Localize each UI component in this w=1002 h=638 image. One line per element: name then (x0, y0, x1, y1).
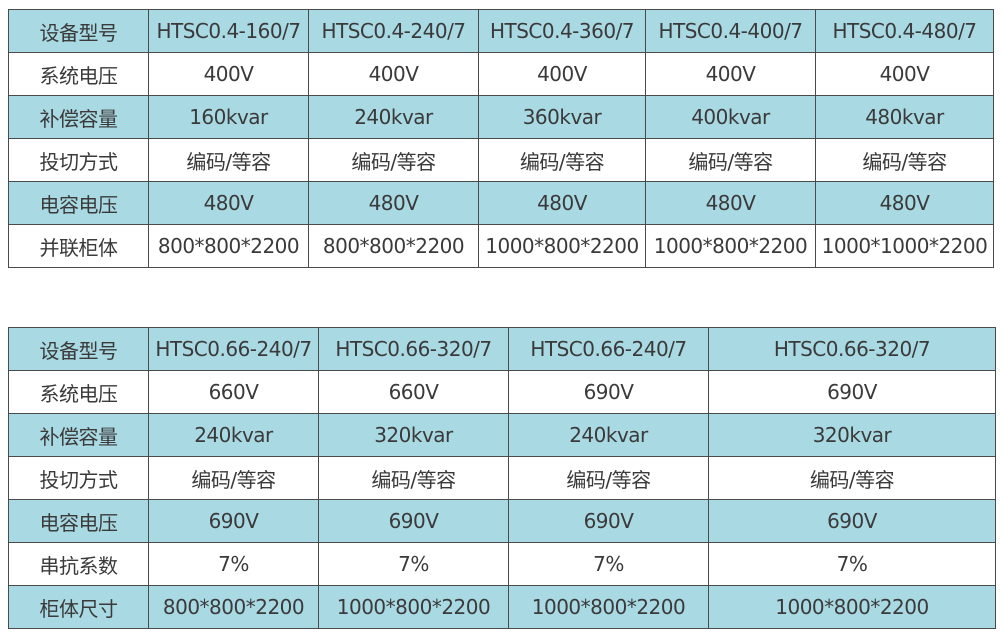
table-cell: HTSC0.4-240/7 (308, 9, 479, 53)
table-row: 补偿容量 240kvar 320kvar 240kvar 320kvar (8, 413, 996, 457)
table-cell: 编码/等容 (815, 138, 994, 182)
table-cell: 660V (318, 370, 509, 414)
table-cell: 7% (708, 542, 996, 586)
table-cell: 480V (815, 181, 994, 225)
table-cell: HTSC0.66-320/7 (708, 327, 996, 371)
table-cell: 编码/等容 (308, 138, 479, 182)
table-cell: 480V (308, 181, 479, 225)
table-cell: 480V (148, 181, 309, 225)
table-cell: 7% (508, 542, 709, 586)
table-cell: 编码/等容 (478, 138, 646, 182)
row-label: 投切方式 (8, 138, 149, 182)
table-cell: 240kvar (148, 413, 319, 457)
table-cell: 360kvar (478, 95, 646, 139)
table-cell: HTSC0.4-160/7 (148, 9, 309, 53)
table-cell: 编码/等容 (708, 456, 996, 500)
table-cell: HTSC0.4-400/7 (645, 9, 816, 53)
table-row: 系统电压 400V 400V 400V 400V 400V (8, 52, 994, 96)
table-cell: 1000*1000*2200 (815, 224, 994, 268)
table-row: 设备型号 HTSC0.4-160/7 HTSC0.4-240/7 HTSC0.4-36… (8, 9, 994, 53)
table-cell: 400V (478, 52, 646, 96)
table-cell: 800*800*2200 (308, 224, 479, 268)
table-cell: 240kvar (308, 95, 479, 139)
table-cell: HTSC0.4-480/7 (815, 9, 994, 53)
table-row: 柜体尺寸 800*800*2200 1000*800*2200 1000*800*22… (8, 585, 996, 629)
spec-table-400v: 设备型号 HTSC0.4-160/7 HTSC0.4-240/7 HTSC0.4-36… (8, 9, 994, 268)
row-label: 投切方式 (8, 456, 149, 500)
table-cell: 编码/等容 (148, 138, 309, 182)
table-cell: 320kvar (318, 413, 509, 457)
row-label: 串抗系数 (8, 542, 149, 586)
row-label: 系统电压 (8, 52, 149, 96)
table-row: 电容电压 480V 480V 480V 480V 480V (8, 181, 994, 225)
table-row: 投切方式 编码/等容 编码/等容 编码/等容 编码/等容 编码/等容 (8, 138, 994, 182)
table-cell: 690V (318, 499, 509, 543)
table-cell: 400V (148, 52, 309, 96)
row-label: 补偿容量 (8, 413, 149, 457)
table-cell: 690V (708, 499, 996, 543)
row-label: 并联柜体 (8, 224, 149, 268)
table-cell: HTSC0.4-360/7 (478, 9, 646, 53)
table-row: 串抗系数 7% 7% 7% 7% (8, 542, 996, 586)
table-cell: 800*800*2200 (148, 585, 319, 629)
table-cell: 1000*800*2200 (508, 585, 709, 629)
table-cell: HTSC0.66-240/7 (148, 327, 319, 371)
table-cell: 1000*800*2200 (318, 585, 509, 629)
spec-table-660v: 设备型号 HTSC0.66-240/7 HTSC0.66-320/7 HTSC0.66… (8, 327, 996, 629)
table-cell: 1000*800*2200 (478, 224, 646, 268)
table-cell: 690V (508, 499, 709, 543)
table-cell: 480V (645, 181, 816, 225)
table-cell: 660V (148, 370, 319, 414)
table-cell: 1000*800*2200 (708, 585, 996, 629)
table-cell: HTSC0.66-320/7 (318, 327, 509, 371)
table-row: 系统电压 660V 660V 690V 690V (8, 370, 996, 414)
table-row: 补偿容量 160kvar 240kvar 360kvar 400kvar 480kvar (8, 95, 994, 139)
row-label: 补偿容量 (8, 95, 149, 139)
table-cell: 7% (318, 542, 509, 586)
row-label: 电容电压 (8, 181, 149, 225)
table-cell: HTSC0.66-240/7 (508, 327, 709, 371)
table-cell: 690V (708, 370, 996, 414)
table-row: 设备型号 HTSC0.66-240/7 HTSC0.66-320/7 HTSC0.66… (8, 327, 996, 371)
table-cell: 编码/等容 (645, 138, 816, 182)
row-label: 柜体尺寸 (8, 585, 149, 629)
row-label: 设备型号 (8, 9, 149, 53)
table-cell: 400V (815, 52, 994, 96)
table-cell: 690V (508, 370, 709, 414)
table-row: 电容电压 690V 690V 690V 690V (8, 499, 996, 543)
table-cell: 320kvar (708, 413, 996, 457)
table-cell: 400V (645, 52, 816, 96)
table-cell: 480V (478, 181, 646, 225)
table-cell: 160kvar (148, 95, 309, 139)
row-label: 系统电压 (8, 370, 149, 414)
table-cell: 1000*800*2200 (645, 224, 816, 268)
table-cell: 690V (148, 499, 319, 543)
row-label: 设备型号 (8, 327, 149, 371)
table-cell: 800*800*2200 (148, 224, 309, 268)
table-cell: 400V (308, 52, 479, 96)
table-cell: 240kvar (508, 413, 709, 457)
row-label: 电容电压 (8, 499, 149, 543)
table-cell: 编码/等容 (508, 456, 709, 500)
table-row: 投切方式 编码/等容 编码/等容 编码/等容 编码/等容 (8, 456, 996, 500)
table-cell: 7% (148, 542, 319, 586)
table-cell: 编码/等容 (148, 456, 319, 500)
table-cell: 480kvar (815, 95, 994, 139)
table-row: 并联柜体 800*800*2200 800*800*2200 1000*800*220… (8, 224, 994, 268)
table-cell: 400kvar (645, 95, 816, 139)
table-cell: 编码/等容 (318, 456, 509, 500)
